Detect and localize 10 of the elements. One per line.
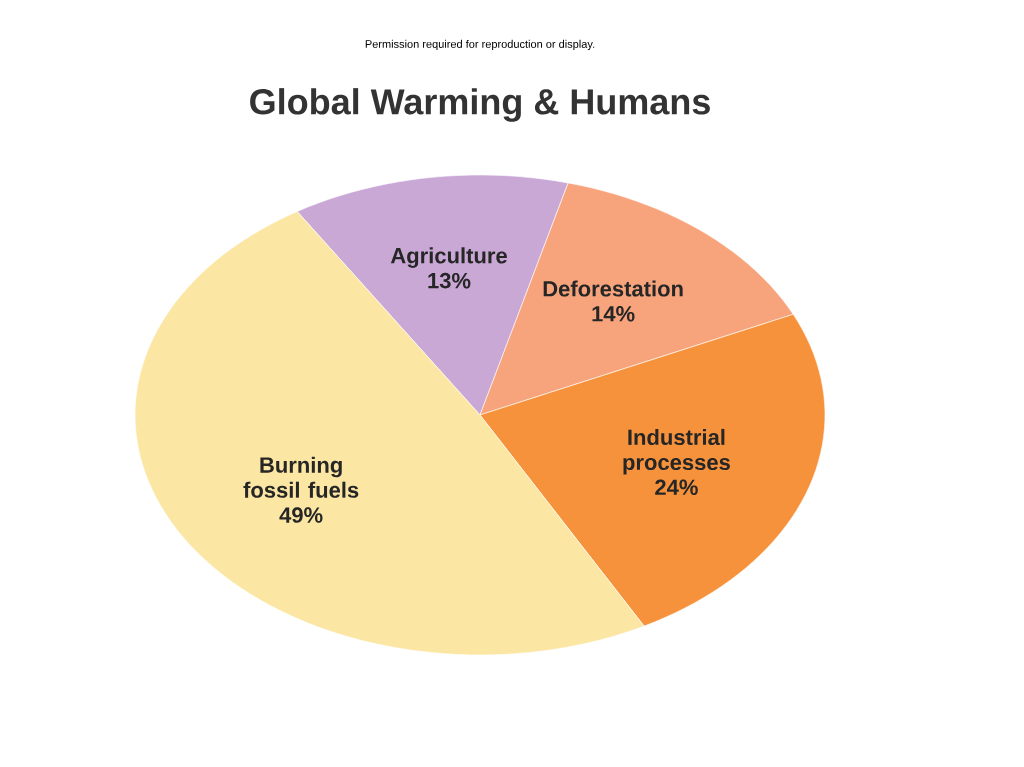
data-label: 14% [592,306,635,322]
slice-label: Industrial processes [623,428,730,475]
data-label: 13% [428,272,471,289]
slice-label: Deforestation [543,280,683,297]
data-label: 24% [655,479,698,496]
text: Permission required for reproduction or display. [365,39,595,51]
slice-label: Agriculture [390,247,507,268]
chart-title: Global Warming & Humans [250,88,710,122]
slice-label: Burning fossil fuels [243,456,359,498]
data-label: 49% [279,507,323,523]
